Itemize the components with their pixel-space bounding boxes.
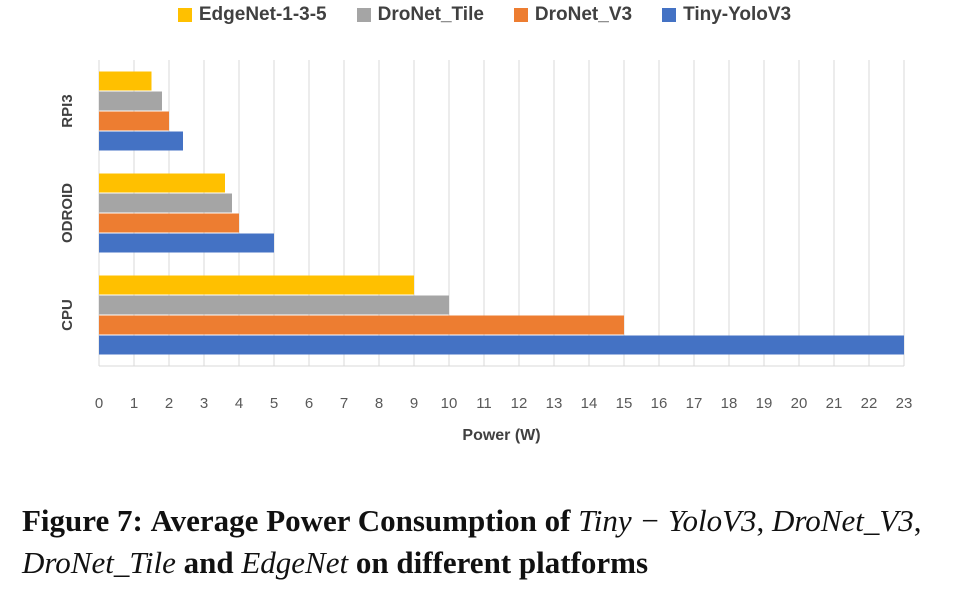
x-tick-label-16: 16 bbox=[651, 395, 668, 412]
bar-rpi3-tiny-yolov3 bbox=[99, 131, 183, 151]
bar-cpu-tiny-yolov3 bbox=[99, 335, 904, 355]
legend-label-dronet-tile: DroNet_Tile bbox=[377, 4, 484, 25]
figure-caption: Figure 7: Average Power Consumption of T… bbox=[22, 503, 922, 580]
x-tick-label-8: 8 bbox=[375, 395, 383, 412]
legend-item-edgenet: EdgeNet-1-3-5 bbox=[177, 4, 327, 26]
legend-swatch-edgenet bbox=[177, 8, 192, 22]
x-tick-label-10: 10 bbox=[441, 395, 458, 412]
caption-and: and bbox=[183, 545, 234, 580]
x-tick-label-4: 4 bbox=[235, 395, 243, 412]
x-tick-label-2: 2 bbox=[165, 395, 173, 412]
caption-text-1: Average Power Consumption of bbox=[150, 503, 571, 538]
bar-cpu-dronet-tile bbox=[99, 295, 449, 315]
x-tick-label-12: 12 bbox=[511, 395, 528, 412]
legend-swatch-tiny-yolov3 bbox=[662, 8, 677, 22]
x-tick-label-5: 5 bbox=[270, 395, 278, 412]
x-tick-label-22: 22 bbox=[861, 395, 878, 412]
bar-rpi3-dronet-v3 bbox=[99, 111, 169, 131]
legend-swatch-dronet-v3 bbox=[513, 8, 528, 22]
x-tick-label-18: 18 bbox=[721, 395, 738, 412]
x-axis-title: Power (W) bbox=[462, 427, 540, 444]
bar-rpi3-edgenet-1-3-5 bbox=[99, 71, 152, 91]
legend-swatch-dronet-tile bbox=[356, 8, 371, 22]
legend-item-dronet-v3: DroNet_V3 bbox=[513, 4, 633, 26]
category-label-odroid: ODROID bbox=[59, 183, 76, 243]
x-tick-label-14: 14 bbox=[581, 395, 598, 412]
x-tick-label-11: 11 bbox=[476, 395, 492, 412]
x-tick-label-3: 3 bbox=[200, 395, 208, 412]
x-tick-label-21: 21 bbox=[826, 395, 843, 412]
x-tick-label-9: 9 bbox=[410, 395, 418, 412]
bar-odroid-edgenet-1-3-5 bbox=[99, 173, 225, 193]
bar-odroid-dronet-tile bbox=[99, 193, 232, 213]
x-tick-label-7: 7 bbox=[340, 395, 348, 412]
bar-odroid-dronet-v3 bbox=[99, 213, 239, 233]
category-label-rpi3: RPI3 bbox=[59, 94, 76, 127]
caption-model-1: Tiny − YoloV3 bbox=[578, 503, 757, 538]
x-tick-label-15: 15 bbox=[616, 395, 633, 412]
bar-rpi3-dronet-tile bbox=[99, 91, 162, 111]
x-tick-label-6: 6 bbox=[305, 395, 313, 412]
x-tick-label-17: 17 bbox=[686, 395, 703, 412]
caption-label: Figure 7: bbox=[22, 503, 143, 538]
legend-item-dronet-tile: DroNet_Tile bbox=[356, 4, 484, 26]
legend-label-dronet-v3: DroNet_V3 bbox=[534, 4, 633, 25]
bar-cpu-edgenet-1-3-5 bbox=[99, 275, 414, 295]
legend-label-edgenet: EdgeNet-1-3-5 bbox=[198, 4, 327, 25]
bar-odroid-tiny-yolov3 bbox=[99, 233, 274, 253]
caption-model-4: EdgeNet bbox=[241, 545, 349, 580]
category-label-cpu: CPU bbox=[59, 299, 76, 331]
x-tick-label-23: 23 bbox=[896, 395, 913, 412]
x-tick-label-1: 1 bbox=[130, 395, 138, 412]
x-tick-label-13: 13 bbox=[546, 395, 563, 412]
caption-text-2: on different platforms bbox=[355, 545, 649, 580]
bar-cpu-dronet-v3 bbox=[99, 315, 624, 335]
legend-item-tiny-yolov3: Tiny-YoloV3 bbox=[662, 4, 791, 26]
caption-model-3: DroNet_Tile bbox=[22, 545, 176, 580]
x-tick-label-20: 20 bbox=[791, 395, 808, 412]
power-chart: 0 1 2 3 4 5 6 7 8 9 10 11 12 13 14 15 16 17 18 19 20 21 22 23Po… bbox=[59, 60, 913, 444]
caption-model-2: DroNet_V3 bbox=[772, 503, 914, 538]
legend-label-tiny-yolov3: Tiny-YoloV3 bbox=[683, 4, 792, 25]
x-tick-label-19: 19 bbox=[756, 395, 773, 412]
x-tick-label-0: 0 bbox=[95, 395, 103, 412]
chart-legend: EdgeNet-1-3-5 DroNet_Tile DroNet_V3 Tiny… bbox=[0, 4, 969, 26]
